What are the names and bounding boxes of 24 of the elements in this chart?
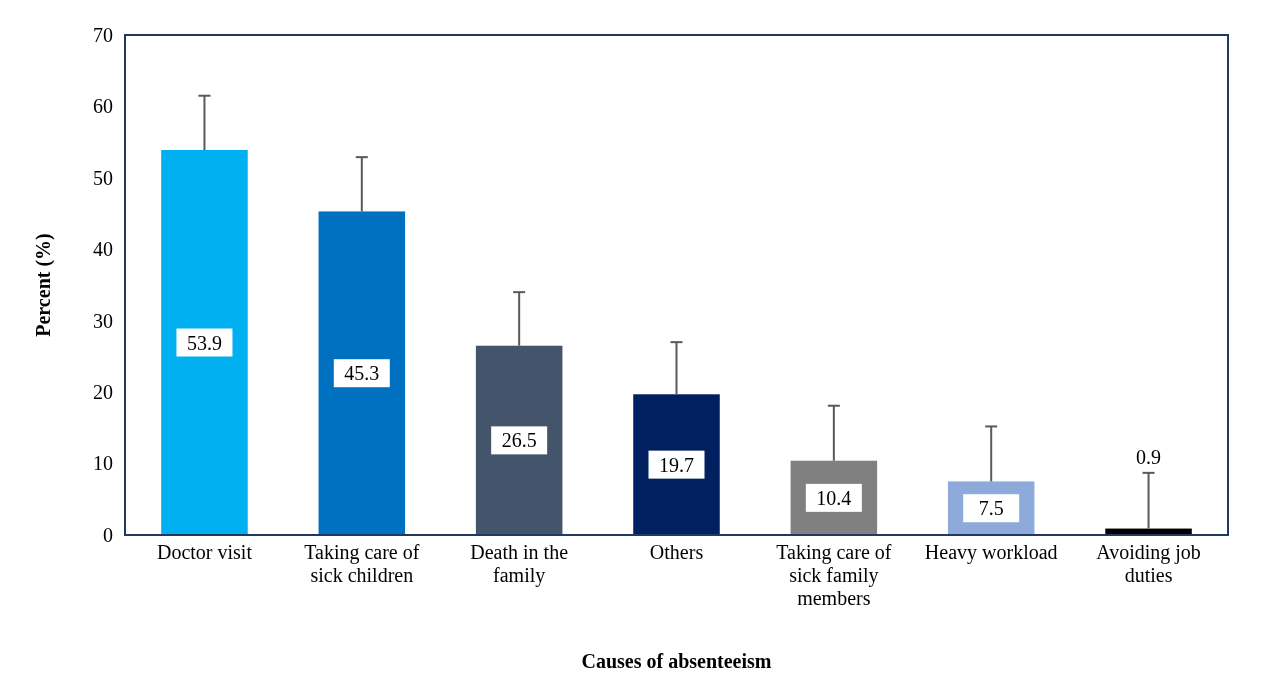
y-tick-label: 70 xyxy=(93,23,113,46)
y-tick-label: 0 xyxy=(103,523,113,546)
data-label: 19.7 xyxy=(659,453,694,476)
y-tick-label: 10 xyxy=(93,452,113,475)
x-tick-label: Taking care of sick children xyxy=(304,541,420,587)
data-label: 7.5 xyxy=(978,497,1004,520)
y-tick-label: 50 xyxy=(93,166,113,189)
data-label: 10.4 xyxy=(816,486,852,509)
x-tick-label: Others xyxy=(649,541,704,564)
y-tick-label: 40 xyxy=(93,238,113,261)
data-label: 26.5 xyxy=(501,429,537,452)
y-axis-title: Percent (%) xyxy=(32,233,55,337)
x-tick-label: Heavy workload xyxy=(924,541,1058,565)
data-label: 53.9 xyxy=(186,331,222,354)
x-tick-label: Taking care of sick family members xyxy=(776,541,892,610)
y-tick-label: 30 xyxy=(93,309,113,332)
x-tick-label: Avoiding job duties xyxy=(1096,541,1201,587)
y-tick-label: 20 xyxy=(93,381,113,404)
data-label: 0.9 xyxy=(1136,445,1162,468)
data-label: 45.3 xyxy=(344,362,380,385)
x-tick-label: Doctor visit xyxy=(156,541,253,564)
x-axis-title: Causes of absenteeism xyxy=(581,650,772,672)
y-tick-label: 60 xyxy=(93,95,113,118)
x-tick-label: Death in the family xyxy=(470,541,569,588)
